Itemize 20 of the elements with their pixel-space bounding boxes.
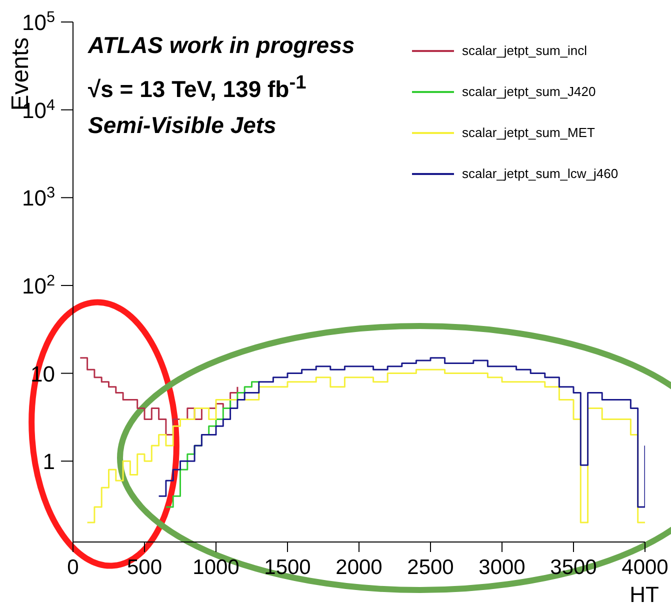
legend-label: scalar_jetpt_sum_lcw_j460 <box>462 166 618 181</box>
y-tick-label: 1 <box>42 449 55 474</box>
annotation: Semi-Visible Jets <box>88 112 276 138</box>
x-tick-label: 3000 <box>478 556 526 579</box>
y-tick-label: 10$^{5}$ <box>22 8 55 35</box>
x-tick-label: 1500 <box>264 556 311 579</box>
annotation: ATLAS work in progress <box>88 32 355 58</box>
x-tick-label: 0 <box>67 556 79 579</box>
x-tick-label: 500 <box>126 556 162 579</box>
x-tick-label: 2000 <box>336 556 382 579</box>
x-axis-title: HT <box>630 582 659 608</box>
legend-label: scalar_jetpt_sum_incl <box>462 43 588 58</box>
x-tick-label: 1000 <box>192 556 240 579</box>
x-tick-label: 2500 <box>407 556 454 579</box>
y-tick-label: 10$^{3}$ <box>22 184 55 211</box>
legend-label: scalar_jetpt_sum_J420 <box>462 84 596 99</box>
y-tick-label: 10$^{2}$ <box>22 272 55 298</box>
x-tick-label: 4000 <box>622 556 668 579</box>
annotation: √s = 13 TeV, 139 fb$^{-1}$ <box>88 72 306 102</box>
legend-label: scalar_jetpt_sum_MET <box>462 125 595 140</box>
